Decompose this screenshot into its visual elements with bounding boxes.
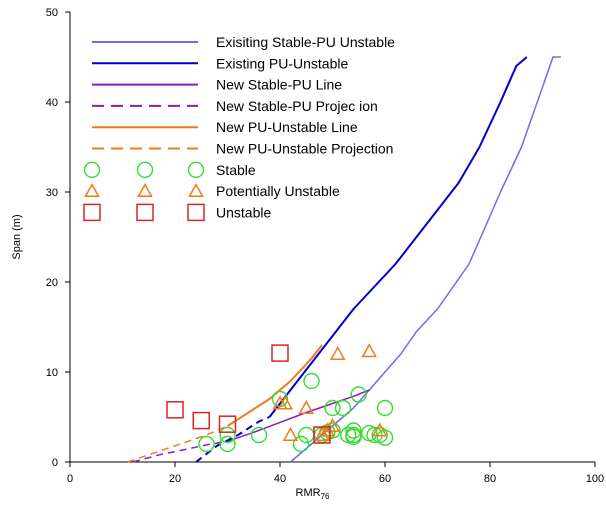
y-tick-label: 30 <box>46 187 58 199</box>
legend-item: Existing PU-Unstable <box>92 55 348 71</box>
data-point-potentially-unstable <box>329 345 346 360</box>
y-tick-label: 40 <box>46 97 58 109</box>
legend-marker-swatch <box>83 161 101 179</box>
legend-label: New PU-Unstable Line <box>216 119 358 135</box>
legend: Exisiting Stable-PU Unstable Existing PU-… <box>83 34 395 222</box>
legend-item: Stable <box>83 161 256 179</box>
data-point-stable <box>250 426 268 444</box>
legend-marker-swatch <box>187 203 205 222</box>
y-tick-label: 0 <box>52 457 58 469</box>
data-point-unstable <box>218 415 237 433</box>
series-points-stable <box>198 372 394 453</box>
series-points-unstable <box>166 344 331 444</box>
legend-label: New Stable-PU Projec ion <box>216 98 378 114</box>
data-point-unstable <box>313 426 331 444</box>
legend-marker-swatch <box>83 203 101 222</box>
legend-marker-swatch <box>136 203 154 222</box>
y-axis-label: Span (m) <box>11 214 23 259</box>
legend-item: Potentially Unstable <box>84 183 340 199</box>
legend-label: Exisiting Stable-PU Unstable <box>216 34 395 50</box>
legend-label: New PU-Unstable Projection <box>216 141 393 157</box>
legend-marker-swatch <box>136 161 154 179</box>
series-line-new-stable-pu-projec-ion <box>132 440 228 463</box>
data-point-stable <box>292 435 310 453</box>
data-point-stable <box>219 435 236 453</box>
legend-label: Existing PU-Unstable <box>216 55 348 71</box>
series-line-new-pu-unstable-line <box>226 344 323 427</box>
legend-label: New Stable-PU Line <box>216 77 342 93</box>
series-layer <box>127 56 561 463</box>
data-point-unstable <box>192 411 210 430</box>
data-point-potentially-unstable <box>324 417 341 432</box>
x-tick-label: 40 <box>274 473 286 485</box>
data-point-stable <box>198 435 215 453</box>
legend-label: Unstable <box>216 204 271 220</box>
y-tick-label: 50 <box>46 7 58 19</box>
x-tick-label: 80 <box>484 473 496 485</box>
data-point-potentially-unstable <box>371 422 388 437</box>
legend-marker-swatch <box>187 161 205 179</box>
data-point-unstable <box>271 344 289 362</box>
data-point-stable <box>345 422 362 439</box>
x-tick-label: 20 <box>169 473 181 485</box>
data-point-unstable <box>166 401 184 419</box>
data-point-stable <box>350 386 367 403</box>
series-line-new-pu-unstable-projection <box>127 425 228 463</box>
data-point-stable <box>376 399 394 417</box>
legend-marker-swatch <box>188 183 204 198</box>
data-point-stable <box>334 399 352 417</box>
data-point-potentially-unstable <box>277 395 294 410</box>
x-axis-label-subscript: 76 <box>321 492 330 501</box>
x-tick-label: 100 <box>586 473 604 485</box>
data-point-potentially-unstable <box>361 343 378 358</box>
y-tick-label: 10 <box>46 367 58 379</box>
legend-marker-swatch <box>137 183 153 198</box>
data-point-potentially-unstable <box>298 399 315 414</box>
series-line-existing-pu-unstable <box>268 56 528 418</box>
legend-item: Unstable <box>83 203 271 222</box>
legend-marker-swatch <box>84 183 100 198</box>
data-point-potentially-unstable <box>282 426 299 441</box>
legend-item: New Stable-PU Line <box>92 77 342 93</box>
data-point-stable <box>324 399 341 417</box>
legend-label: Potentially Unstable <box>216 183 340 199</box>
x-tick-label: 60 <box>379 473 391 485</box>
data-point-stable <box>219 426 236 444</box>
data-point-stable <box>324 422 341 439</box>
data-point-stable <box>298 426 315 444</box>
data-point-stable <box>303 372 320 390</box>
legend-item: New Stable-PU Projec ion <box>92 98 378 114</box>
x-tick-label: 0 <box>67 473 73 485</box>
data-point-potentially-unstable <box>314 426 330 441</box>
data-point-stable <box>345 428 362 445</box>
legend-item: Exisiting Stable-PU Unstable <box>92 34 395 50</box>
y-tick-label: 20 <box>46 277 58 289</box>
series-line-exisiting-stable-pu-unstable-projection <box>290 443 312 463</box>
data-point-stable <box>376 429 394 446</box>
legend-item: New PU-Unstable Projection <box>92 141 393 157</box>
legend-item: New PU-Unstable Line <box>92 119 358 135</box>
legend-label: Stable <box>216 162 256 178</box>
axes: 0 20 40 60 80 100 0 10 20 30 40 50 RMR76 Span (m) <box>11 7 604 501</box>
x-axis-label: RMR76 <box>296 487 331 501</box>
